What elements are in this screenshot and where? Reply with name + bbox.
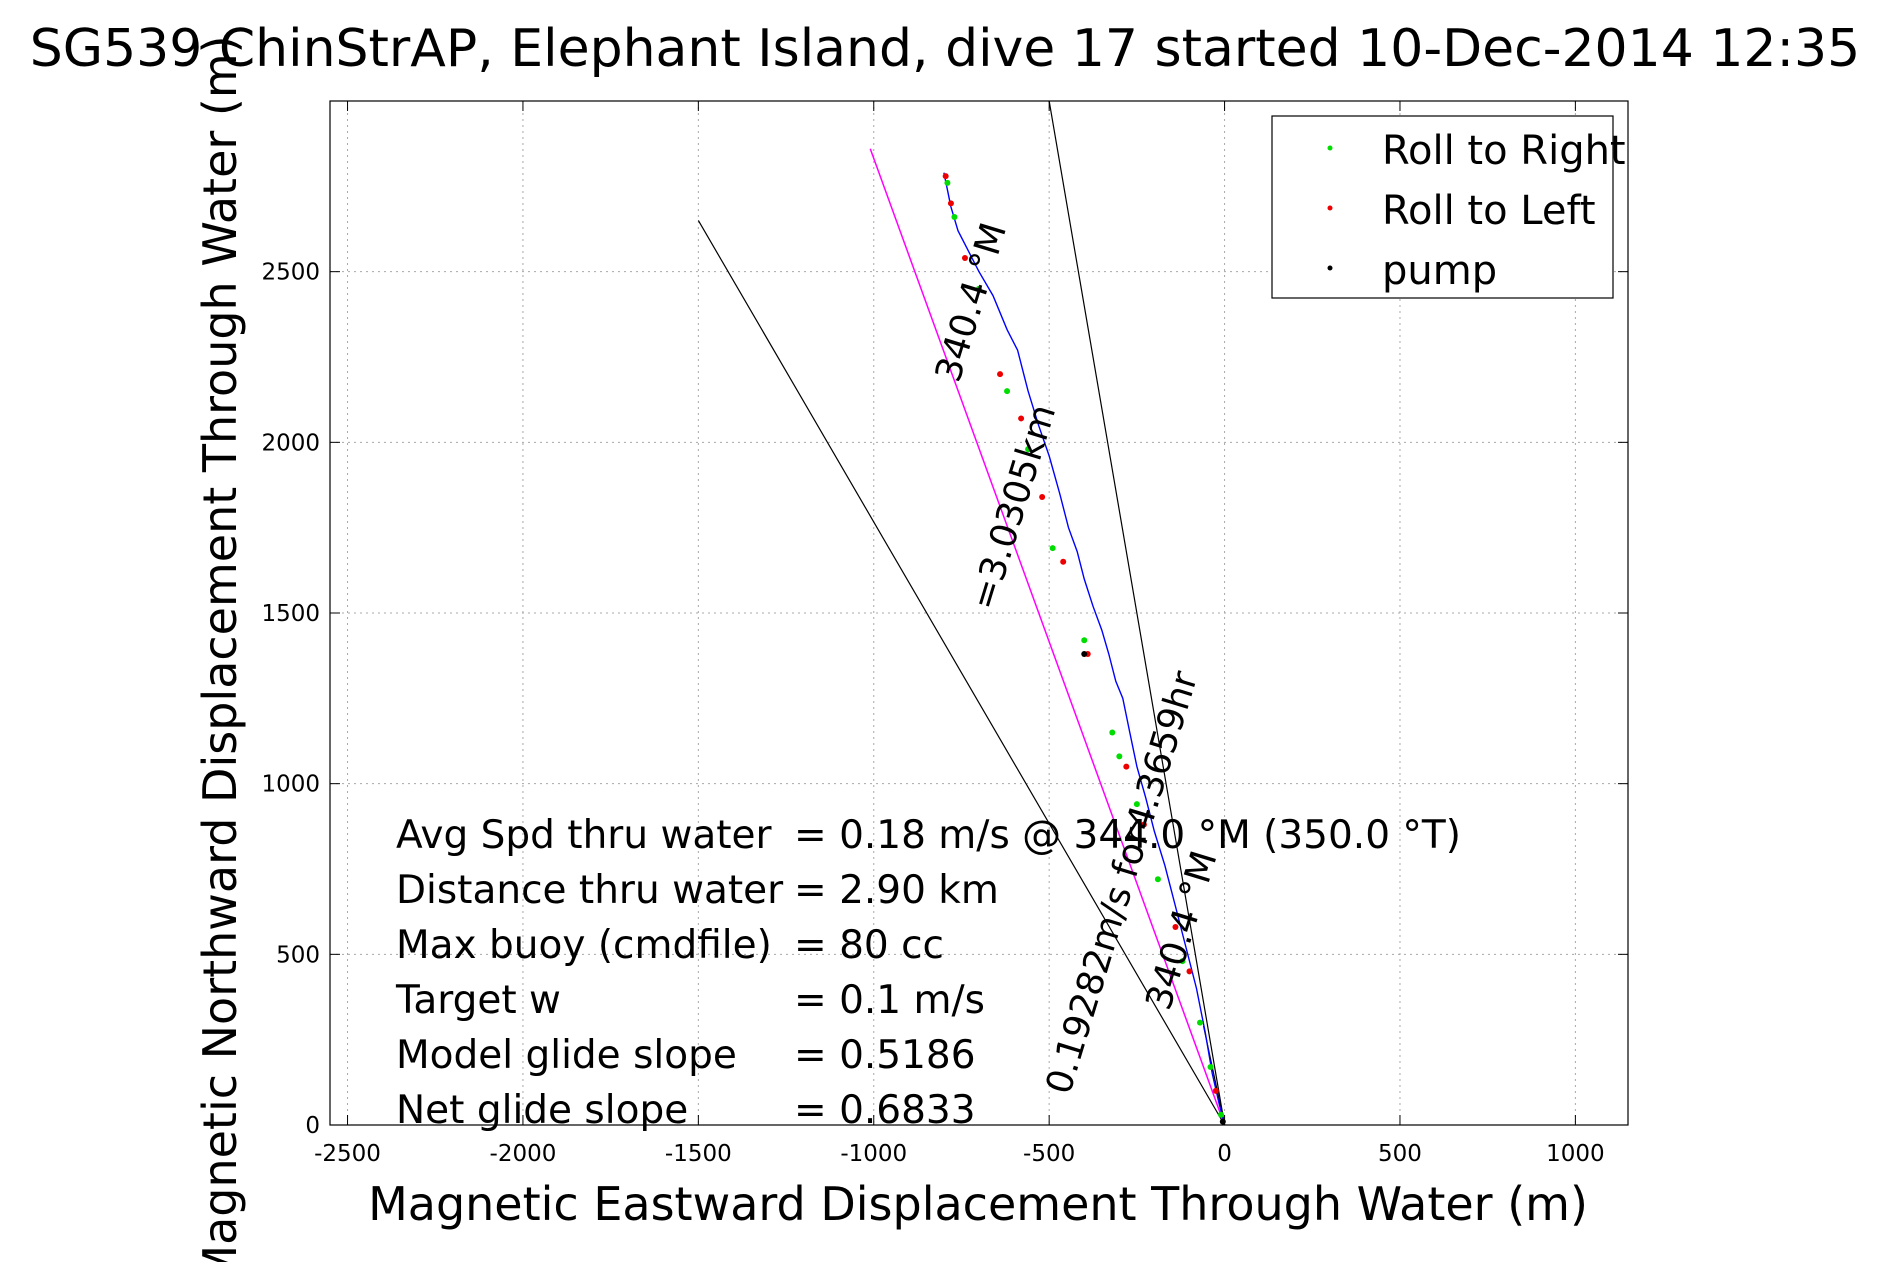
roll-right-point [1025,446,1032,453]
stats-block: Avg Spd thru water = 0.18 m/s @ 344.0 °M … [395,813,1461,1133]
roll-right-point [951,214,958,221]
x-tick-label: -2000 [490,1141,557,1167]
stat-label: Max buoy (cmdfile) [396,923,772,968]
roll-right-point [1116,753,1123,760]
data-markers [942,173,1226,1125]
roll-left-point [947,200,954,207]
roll-right-point [1218,1111,1225,1118]
stat-label: Target w [395,978,561,1023]
x-tick-label: 1000 [1546,1141,1605,1167]
stat-value: = 0.1 m/s [794,978,985,1023]
magenta-line [869,148,1226,1126]
roll-left-point [942,173,949,180]
roll-right-point [1207,1063,1214,1070]
roll-right-point [1154,876,1161,883]
reference-line [697,220,1226,1126]
y-tick-label: 2000 [261,430,320,456]
roll-right-point [944,179,951,186]
roll-right-point [1049,545,1056,552]
y-tick-label: 2500 [261,260,320,286]
y-axis-label: Magnetic Northward Displacement Through … [193,35,247,1262]
x-tick-label: 0 [1217,1141,1232,1167]
x-tick-label: 500 [1378,1141,1422,1167]
legend-label: pump [1382,248,1497,294]
stat-label: Distance thru water [396,868,784,913]
stat-label: Model glide slope [396,1033,737,1078]
x-axis-label: Magnetic Eastward Displacement Through W… [368,1177,1588,1231]
roll-left-point [997,371,1004,378]
stat-value: = 2.90 km [794,868,999,913]
y-tick-label: 0 [305,1113,320,1139]
roll-left-point [1172,924,1179,931]
legend-marker [1327,145,1333,151]
stat-label: Avg Spd thru water [396,813,773,858]
roll-left-point [1140,821,1147,828]
roll-right-point [1133,801,1140,808]
y-tick-label: 500 [276,942,320,968]
roll-left-point [961,255,968,262]
legend-marker [1327,265,1333,271]
roll-left-point [1018,415,1025,422]
chart-title: SG539 ChinStrAP, Elephant Island, dive 1… [30,19,1860,79]
stat-label: Net glide slope [396,1088,688,1133]
roll-left-point [1123,763,1130,770]
y-tick-label: 1000 [261,772,320,798]
legend-label: Roll to Right [1382,128,1626,174]
roll-right-point [1197,1019,1204,1026]
x-tick-label: -500 [1023,1141,1075,1167]
stat-value: = 80 cc [794,923,944,968]
track-line [943,172,1226,1126]
axis-ticks: -2500 -2000 -1500 -1000 -500 0 500 1000 0 500 1000… [261,101,1628,1167]
x-tick-label: -2500 [314,1141,381,1167]
legend: Roll to Right Roll to Left pump [1271,115,1626,299]
y-tick-label: 1500 [261,601,320,627]
x-tick-label: -1000 [840,1141,907,1167]
x-tick-label: -1500 [665,1141,732,1167]
stat-value: = 0.18 m/s @ 344.0 °M (350.0 °T) [794,813,1461,858]
roll-right-point [1109,729,1116,736]
roll-left-point [1186,968,1193,975]
roll-right-point [1179,958,1186,965]
legend-marker [1327,205,1333,211]
roll-left-point [1212,1087,1219,1094]
roll-right-point [1081,637,1088,644]
roll-right-point [976,285,982,292]
stat-value: = 0.5186 [794,1033,976,1078]
roll-right-point [1004,388,1011,395]
roll-left-point [1060,558,1067,565]
pump-point [1081,650,1088,657]
stat-value: = 0.6833 [794,1088,976,1133]
data-lines [697,100,1226,1126]
legend-label: Roll to Left [1382,188,1596,234]
roll-left-point [1039,493,1046,500]
reference-line [1048,100,1226,1126]
